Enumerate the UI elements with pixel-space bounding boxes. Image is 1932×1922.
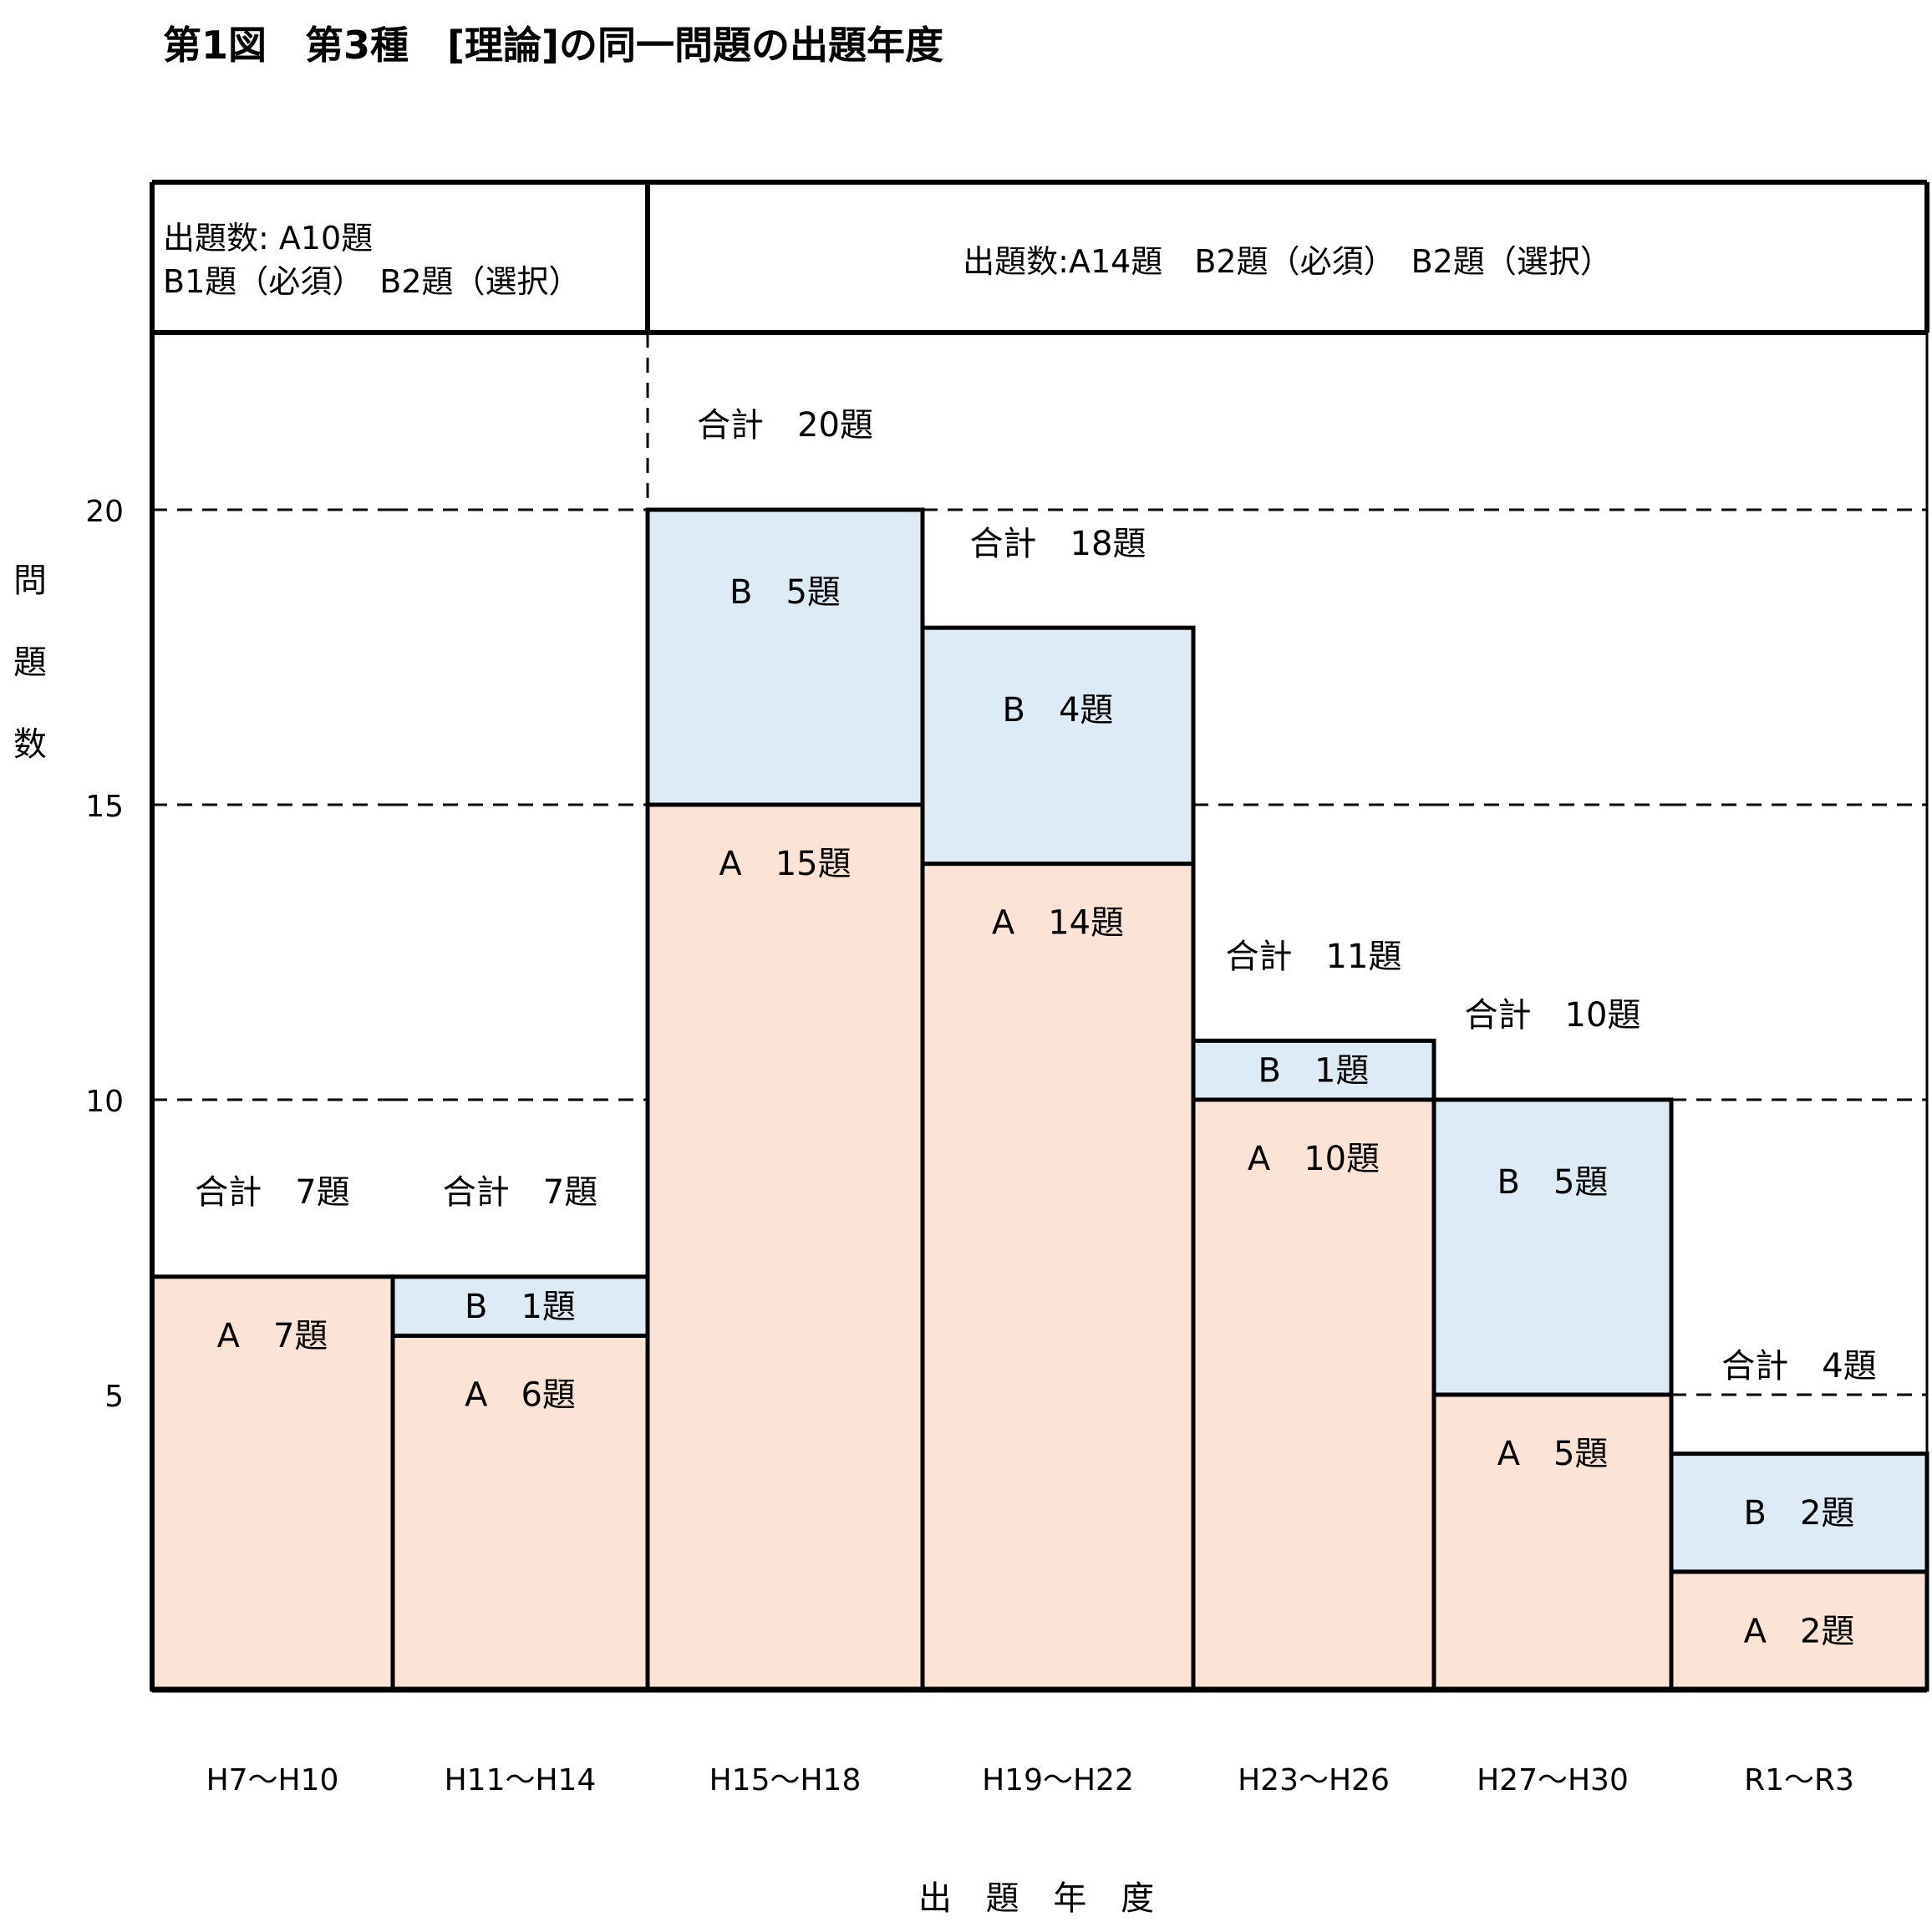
- x-tick-label: H19～H22: [982, 1763, 1134, 1797]
- bar-segment-a: [1669, 1569, 1929, 1692]
- period-label: B1題（必須） B2題（選択）: [163, 263, 581, 300]
- y-tick-label: 10: [85, 1085, 124, 1119]
- y-tick-label: 5: [104, 1380, 124, 1414]
- bar-segment-b: [1191, 1038, 1436, 1102]
- y-axis-label-char: 題: [13, 643, 47, 682]
- grid-lines: [152, 333, 1927, 1396]
- data-label-a: A 6題: [465, 1375, 576, 1414]
- data-label-a: A 14題: [992, 904, 1124, 943]
- x-tick-label: H11～H14: [445, 1763, 597, 1797]
- total-label: 合計 20題: [697, 406, 873, 445]
- y-axis-label-char: 問: [13, 562, 47, 600]
- x-tick-label: H7～H10: [206, 1763, 339, 1797]
- data-label-a: A 15題: [719, 845, 851, 883]
- data-label-b: B 4題: [1003, 691, 1114, 730]
- data-label-b: B 2題: [1744, 1494, 1855, 1533]
- x-tick-label: H23～H26: [1238, 1763, 1390, 1797]
- chart-frame: [150, 180, 1929, 1693]
- total-label: 合計 4題: [1721, 1347, 1876, 1386]
- bar-segment-b: [920, 625, 1196, 867]
- bar-segment-b: [645, 507, 925, 807]
- data-label-b: B 5題: [1497, 1163, 1609, 1202]
- chart-title: 第1図 第3種 [理論]の同一問題の出題年度: [163, 23, 943, 68]
- bar-segment-a: [150, 1274, 395, 1692]
- bar-segment-a: [390, 1333, 650, 1692]
- total-label: 合計 18題: [970, 525, 1146, 563]
- data-label-b: B 1題: [465, 1288, 576, 1326]
- x-tick-label: H27～H30: [1477, 1763, 1629, 1797]
- bar-segment-b: [1669, 1452, 1929, 1574]
- x-tick-label: H15～H18: [709, 1763, 862, 1797]
- bar-segment-a: [1431, 1392, 1674, 1692]
- y-axis-label-char: 数: [13, 725, 47, 764]
- period-label: 出題数: A10題: [163, 220, 373, 257]
- bar-segment-a: [645, 802, 925, 1692]
- total-label: 合計 7題: [443, 1173, 597, 1212]
- total-label: 合計 10題: [1465, 996, 1641, 1035]
- x-tick-label: R1～R3: [1744, 1763, 1854, 1797]
- bar-segment-a: [920, 862, 1196, 1692]
- total-label: 合計 7題: [195, 1173, 349, 1212]
- total-label: 合計 11題: [1226, 938, 1402, 976]
- data-label-a: A 10題: [1248, 1140, 1380, 1178]
- data-label-a: A 5題: [1497, 1435, 1609, 1473]
- data-label-b: B 1題: [1258, 1052, 1370, 1091]
- y-tick-label: 20: [85, 495, 124, 529]
- bar-segment-b: [1431, 1097, 1674, 1397]
- data-label-a: A 7題: [217, 1317, 328, 1355]
- data-label-a: A 2題: [1744, 1612, 1855, 1650]
- x-axis-label: 出 題 年 度: [918, 1879, 1166, 1918]
- bar-segment-a: [1191, 1097, 1436, 1692]
- period-label: 出題数:A14題 B2題（必須） B2題（選択）: [963, 243, 1612, 280]
- y-tick-label: 15: [85, 790, 124, 824]
- labels: 出題数: A10題 B1題（必須） B2題（選択） 出題数:A14題 B2題（必須）…: [85, 220, 1877, 1797]
- bars: [150, 507, 1929, 1692]
- data-label-b: B 5題: [730, 573, 841, 612]
- y-axis-label: 問題数: [13, 562, 47, 764]
